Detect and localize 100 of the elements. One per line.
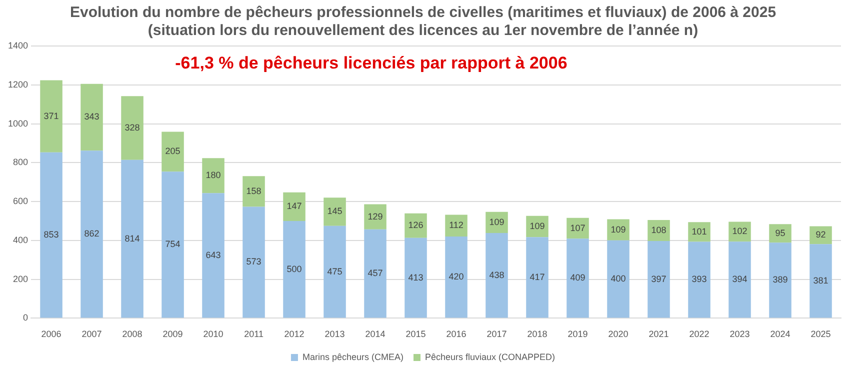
data-label: 500	[286, 264, 302, 274]
data-label: 853	[44, 230, 59, 240]
bar	[526, 237, 548, 318]
y-tick-label: 1400	[8, 40, 28, 50]
bar	[486, 233, 508, 318]
y-tick-label: 200	[12, 274, 28, 284]
bar	[769, 242, 792, 318]
x-tick-label: 2011	[244, 329, 264, 340]
data-label: 413	[408, 272, 424, 282]
data-label: 397	[651, 274, 666, 284]
x-tick-label: 2017	[486, 329, 507, 340]
bar	[648, 241, 670, 318]
data-label: 814	[124, 233, 140, 244]
x-tick-label: 2006	[41, 329, 62, 340]
data-label: 101	[692, 226, 707, 236]
data-label: 205	[165, 146, 180, 156]
data-label: 371	[44, 110, 59, 121]
x-tick-label: 2012	[284, 329, 304, 340]
data-label: 109	[530, 221, 545, 232]
bar	[242, 176, 265, 207]
y-tick-label: 1000	[8, 118, 28, 128]
bar	[40, 80, 62, 152]
bar	[688, 222, 710, 242]
data-label: 400	[610, 274, 626, 284]
bar	[607, 219, 630, 240]
bar	[162, 172, 184, 318]
data-label: 328	[124, 122, 140, 133]
bar	[242, 206, 265, 318]
data-label: 92	[816, 230, 826, 240]
bar	[445, 214, 468, 237]
bar	[80, 84, 103, 151]
bar	[202, 158, 224, 194]
data-label: 112	[449, 220, 464, 230]
data-label: 109	[489, 216, 504, 227]
data-label: 126	[408, 220, 424, 230]
bar	[80, 150, 103, 318]
x-tick-label: 2021	[648, 329, 669, 340]
bar	[324, 226, 346, 318]
x-tick-label: 2024	[770, 329, 790, 340]
data-label: 108	[651, 224, 666, 235]
data-label: 394	[732, 274, 748, 284]
x-tick-label: 2025	[810, 329, 831, 340]
data-label: 343	[84, 112, 100, 122]
data-label: 643	[206, 250, 221, 260]
bar	[728, 242, 751, 318]
chart-title: Evolution du nombre de pêcheurs professionnels de civelles (maritimes et fluviaux) de 2006 à 2025 (situation lors du renouvellement des licences au 1er novembre de l’année n)	[70, 4, 776, 40]
x-tick-label: 2019	[568, 329, 588, 340]
bar	[121, 160, 144, 318]
annotation: -61,3 % de pêcheurs licenciés par rapport à 2006	[175, 54, 568, 73]
x-tick-label: 2007	[82, 329, 102, 340]
data-label: 420	[448, 272, 464, 282]
bar	[404, 213, 427, 238]
y-tick-label: 800	[12, 157, 28, 168]
x-tick-label: 2008	[122, 329, 142, 340]
x-tick-label: 2020	[608, 329, 628, 340]
x-tick-label: 2014	[365, 329, 386, 340]
x-tick-label: 2018	[527, 329, 548, 340]
data-label: 438	[489, 270, 504, 280]
data-label: 147	[286, 201, 302, 212]
bar	[566, 218, 589, 239]
data-label: 95	[775, 228, 786, 238]
bar	[364, 229, 386, 318]
bar	[364, 204, 386, 230]
x-tick-label: 2015	[406, 329, 426, 340]
x-tick-label: 2022	[689, 329, 710, 340]
data-label: 102	[732, 226, 748, 236]
y-tick-label: 400	[12, 234, 28, 245]
data-label: 409	[570, 272, 586, 283]
data-label: 381	[813, 275, 828, 286]
data-label: 457	[368, 268, 383, 278]
y-tick-label: 0	[23, 312, 28, 323]
bar	[202, 193, 224, 318]
bar	[283, 192, 306, 221]
data-label: 754	[165, 239, 180, 250]
legend-label: Marins pêcheurs (CMEA)	[302, 352, 404, 362]
bar	[810, 226, 832, 244]
x-tick-label: 2016	[446, 329, 466, 340]
legend-label: Pêcheurs fluviaux (CONAPPED)	[424, 352, 556, 362]
bar	[162, 132, 184, 172]
y-tick-label: 600	[12, 196, 28, 206]
bar	[324, 198, 346, 226]
y-tick-label: 1200	[8, 79, 28, 90]
data-label: 109	[610, 224, 626, 234]
bar	[283, 220, 306, 318]
data-label: 145	[327, 206, 342, 216]
data-label: 862	[84, 228, 100, 239]
bar	[566, 238, 589, 318]
x-tick-label: 2023	[730, 329, 750, 340]
bar	[445, 236, 468, 318]
data-label: 393	[692, 274, 707, 284]
bar	[688, 242, 710, 318]
bar	[40, 152, 62, 318]
data-label: 158	[246, 186, 262, 196]
x-tick-label: 2013	[324, 329, 345, 340]
data-label: 180	[206, 170, 221, 180]
bar	[404, 238, 427, 318]
data-label: 573	[246, 256, 262, 267]
bar	[810, 244, 832, 318]
data-label: 417	[530, 272, 545, 282]
x-tick-label: 2010	[203, 329, 224, 340]
